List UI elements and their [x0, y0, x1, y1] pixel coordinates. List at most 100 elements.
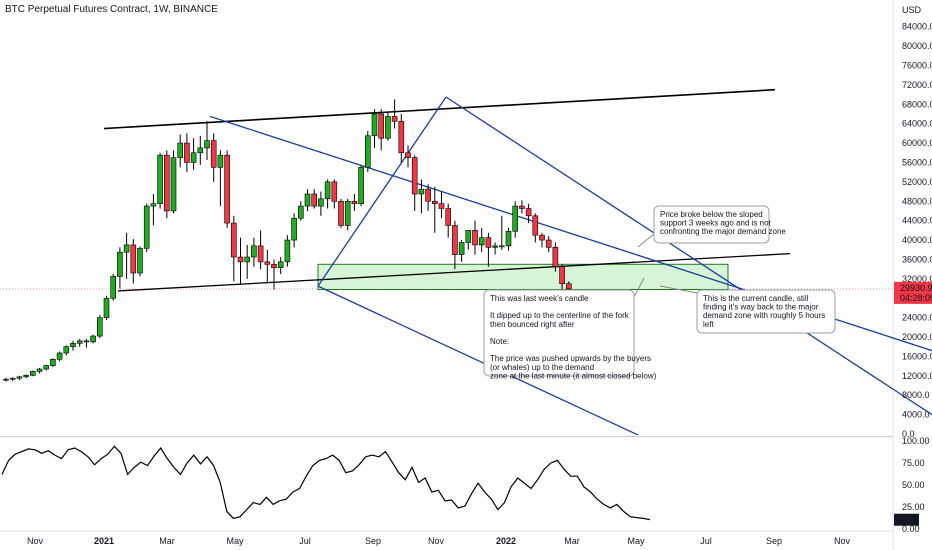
candle-body: [378, 113, 385, 139]
candle: [130, 239, 137, 284]
candle-body: [117, 251, 123, 277]
price-tick-label: 20000.0: [902, 332, 932, 342]
candle-body: [385, 116, 391, 139]
time-tick-label: Mar: [564, 536, 580, 546]
candle: [284, 235, 291, 267]
candle-body: [311, 193, 318, 207]
candle-body: [291, 217, 297, 241]
candle-body: [197, 147, 204, 154]
candle: [177, 134, 183, 168]
candle-body: [297, 205, 304, 219]
candle: [472, 220, 478, 255]
callout-text-line: Note:: [490, 337, 509, 346]
candle: [364, 130, 371, 173]
candle-body: [398, 120, 405, 154]
candle: [63, 345, 70, 356]
candle-body: [525, 208, 532, 217]
candle-body: [264, 261, 271, 265]
candle-body: [50, 359, 56, 366]
candle: [438, 191, 445, 219]
oscillator-tick-label: 100.00: [902, 436, 930, 446]
candle: [552, 242, 559, 272]
candle: [231, 215, 237, 282]
candle: [358, 164, 364, 207]
candle: [97, 315, 103, 338]
pitchfork-lower-tine: [317, 285, 639, 436]
candle-body: [485, 237, 492, 248]
candle: [512, 201, 519, 238]
candle: [545, 236, 552, 253]
candle: [83, 338, 90, 348]
price-tick-label: 72000.0: [902, 80, 932, 90]
candle-body: [391, 116, 398, 122]
candle-body: [512, 205, 519, 232]
candle-body: [231, 222, 237, 258]
candle: [398, 113, 405, 163]
callout-text-line: (or whales) up to the demand: [490, 363, 594, 372]
price-tick-label: 48000.0: [902, 196, 932, 206]
candle: [29, 370, 36, 377]
candle: [217, 150, 224, 207]
candle: [525, 203, 532, 224]
callout-box: [483, 289, 635, 377]
candle: [170, 150, 177, 214]
candle-body: [184, 142, 190, 163]
annotation-callout: This is the current candle, stillfinding…: [659, 285, 836, 334]
candle: [277, 257, 284, 274]
candle-body: [505, 231, 512, 247]
candle: [157, 152, 163, 209]
candle: [251, 237, 257, 267]
callout-text-line: Price broke below the sloped: [660, 210, 763, 219]
candle-body: [304, 193, 311, 207]
candle: [137, 246, 143, 277]
candle: [351, 193, 358, 211]
candle: [331, 179, 338, 209]
candle-body: [83, 340, 90, 343]
candle-body: [190, 152, 197, 163]
candle-body: [43, 365, 50, 370]
candle: [56, 351, 63, 362]
candle-body: [318, 198, 324, 207]
candle-body: [157, 154, 163, 204]
callout-text-line: The price was pushed upwards by the buye…: [490, 354, 651, 363]
price-tick-label: 84000.0: [902, 22, 932, 32]
callout-pointer: [659, 285, 698, 294]
candle: [485, 232, 492, 267]
time-tick-label: May: [226, 536, 244, 546]
candle: [76, 338, 83, 347]
oscillator-tick-label: 50.00: [902, 480, 925, 490]
time-tick-label: May: [627, 536, 645, 546]
price-tick-label: 64000.0: [902, 119, 932, 129]
candle-body: [103, 297, 110, 318]
time-tick-label: Nov: [834, 536, 851, 546]
candle: [378, 109, 385, 151]
price-tick-label: 36000.0: [902, 254, 932, 264]
oscillator-value: 10.55: [897, 515, 920, 525]
candle-body: [431, 200, 438, 204]
candle: [304, 189, 311, 211]
candle: [498, 215, 505, 250]
callout-box: [696, 289, 836, 334]
time-tick-label: 2021: [94, 536, 114, 546]
candle-body: [251, 245, 257, 258]
time-tick-label: Jul: [299, 536, 311, 546]
candle-body: [76, 340, 83, 344]
time-tick-label: Nov: [428, 536, 445, 546]
candle: [23, 374, 29, 379]
candle-body: [411, 157, 418, 195]
candle-body: [405, 152, 411, 158]
axes: 84000.0 80000.0 76000.0 72000.0 68000.0 64000…: [27, 22, 932, 546]
candle: [271, 259, 277, 290]
candle-body: [56, 352, 63, 360]
candle-body: [331, 181, 338, 202]
candle: [43, 364, 50, 371]
oscillator-line: [1, 445, 651, 521]
candle-body: [97, 317, 103, 337]
candle-body: [257, 245, 264, 263]
candle: [190, 138, 197, 170]
time-tick-label: 2022: [496, 536, 516, 546]
candle: [123, 232, 130, 279]
candle-body: [465, 230, 472, 243]
currency-label: USD: [902, 5, 922, 15]
